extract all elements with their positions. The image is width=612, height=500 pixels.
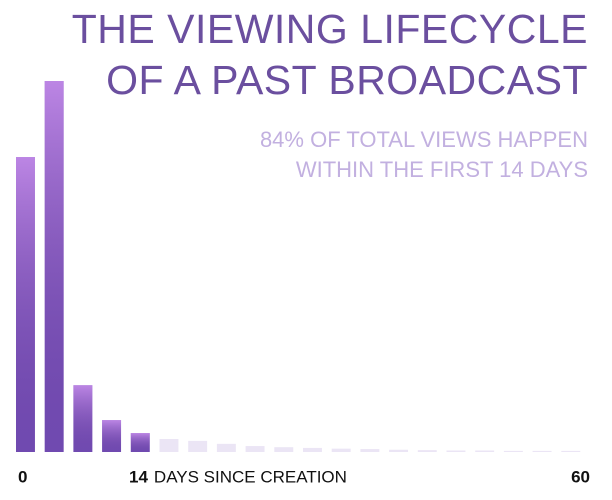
subtitle: WITHIN THE FIRST 14 DAYS bbox=[296, 157, 588, 182]
bar-sheen bbox=[102, 420, 122, 452]
bar bbox=[216, 443, 236, 452]
bar bbox=[503, 450, 523, 452]
bar bbox=[532, 450, 552, 452]
bar bbox=[389, 449, 409, 452]
bar bbox=[159, 439, 179, 452]
bar bbox=[561, 450, 581, 452]
chart-title: THE VIEWING LIFECYCLE bbox=[72, 6, 588, 52]
x-tick-label: 14 bbox=[129, 467, 148, 486]
chart-title: OF A PAST BROADCAST bbox=[106, 57, 588, 103]
x-tick-label: 0 bbox=[18, 467, 27, 486]
bar-sheen bbox=[73, 385, 93, 452]
bar-sheen bbox=[130, 433, 150, 452]
subtitle: 84% OF TOTAL VIEWS HAPPEN bbox=[260, 127, 588, 152]
bar bbox=[274, 447, 294, 452]
bar bbox=[188, 440, 208, 452]
bar bbox=[360, 449, 380, 452]
bar-sheen bbox=[16, 157, 35, 452]
bar bbox=[475, 450, 495, 452]
bar-sheen bbox=[44, 81, 64, 452]
bar bbox=[245, 446, 265, 452]
x-axis-label: DAYS SINCE CREATION bbox=[154, 467, 347, 486]
bar bbox=[446, 450, 466, 452]
bar bbox=[417, 450, 437, 452]
bar bbox=[331, 448, 351, 452]
x-tick-label: 60 bbox=[571, 467, 590, 486]
bar bbox=[303, 447, 322, 452]
